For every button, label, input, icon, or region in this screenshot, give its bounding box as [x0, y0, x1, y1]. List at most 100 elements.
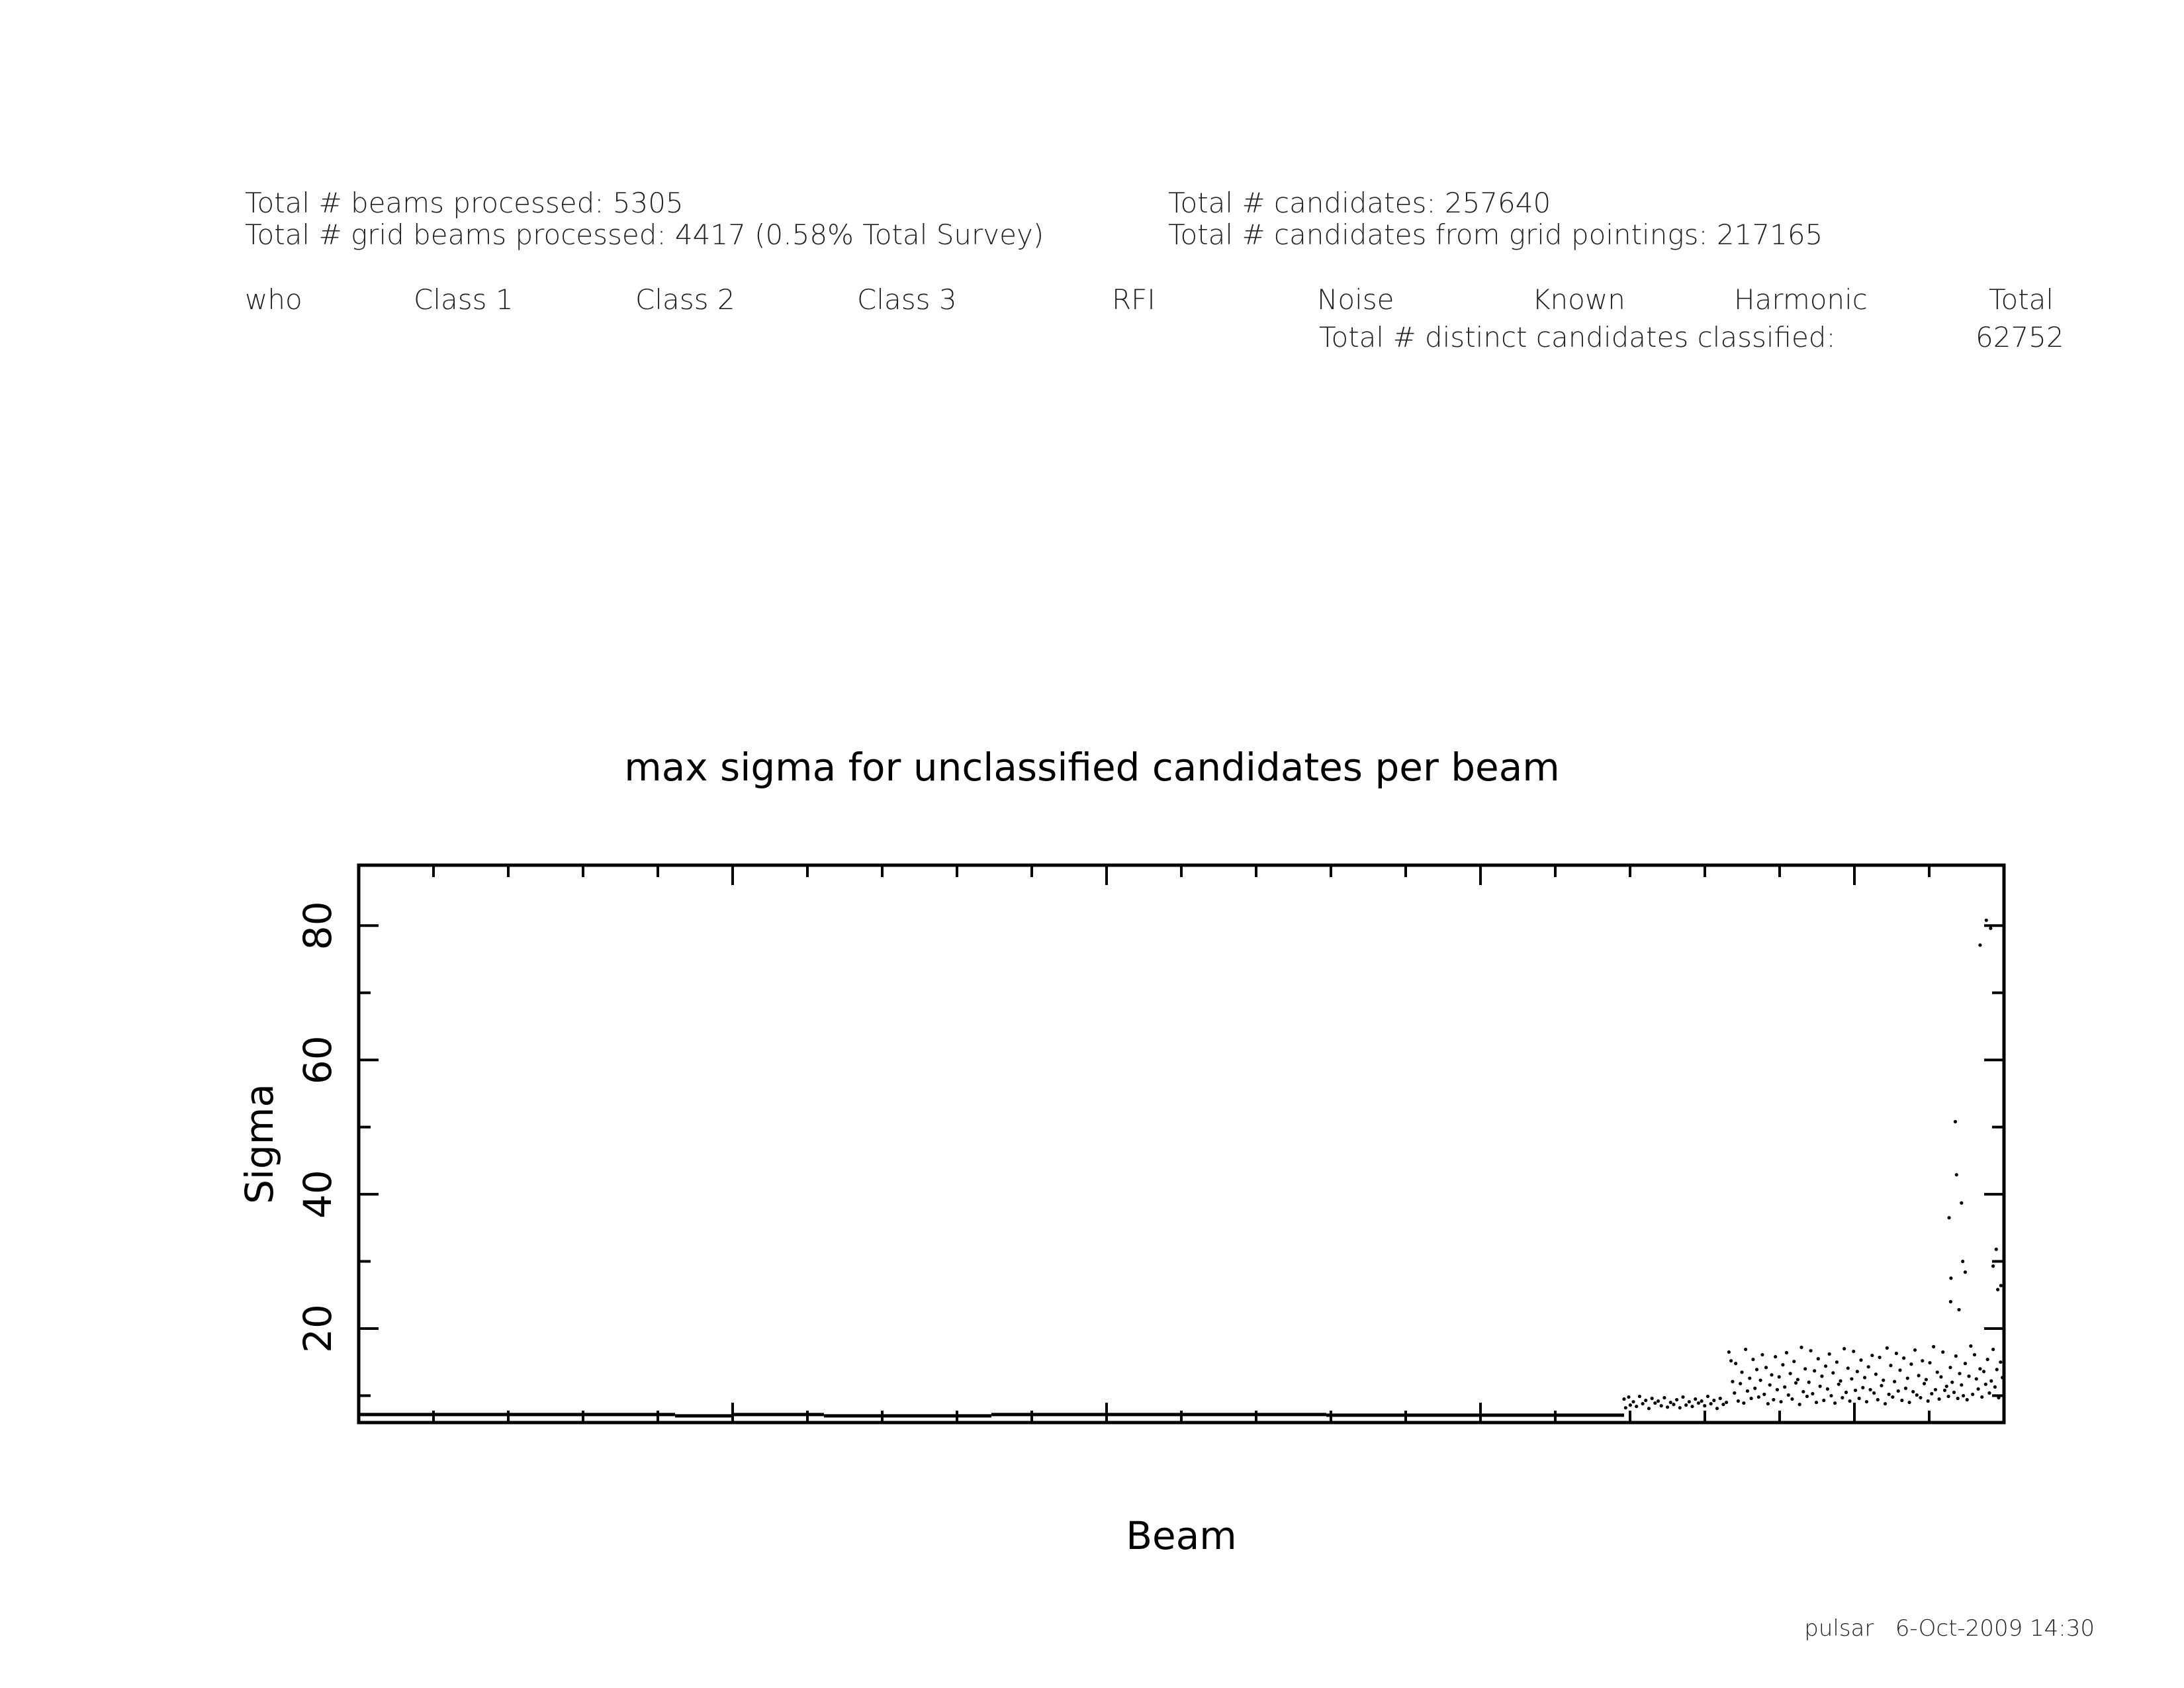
data-point: [1631, 1399, 1635, 1404]
data-point: [1928, 1361, 1932, 1365]
data-point: [1644, 1398, 1648, 1403]
data-point: [1994, 1247, 1998, 1251]
data-point: [1953, 1119, 1958, 1124]
data-point: [1772, 1397, 1776, 1402]
data-point: [1870, 1353, 1874, 1358]
col-total: Total: [1989, 283, 2054, 316]
data-point: [1954, 1354, 1958, 1358]
data-point: [1844, 1390, 1848, 1394]
footer-timestamp: pulsar 6-Oct-2009 14:30: [1804, 1615, 2095, 1642]
data-point: [1935, 1370, 1939, 1374]
y-tick-labels: 20 40 60 80: [295, 901, 340, 1352]
data-point: [1960, 1201, 1964, 1205]
data-point: [1941, 1350, 1945, 1354]
y-axis-label: Sigma: [237, 1084, 282, 1204]
data-point: [1814, 1400, 1819, 1405]
data-point: [1753, 1386, 1757, 1390]
data-point: [1839, 1379, 1843, 1383]
data-point: [1971, 1392, 1975, 1396]
data-point: [1770, 1373, 1774, 1377]
data-point: [1696, 1401, 1701, 1405]
data-point: [1882, 1378, 1886, 1382]
data-point: [1950, 1380, 1954, 1384]
data-point: [1846, 1366, 1850, 1370]
data-point: [1995, 1368, 1999, 1372]
data-point: [1748, 1376, 1752, 1380]
y-tick-label: 20: [295, 1304, 340, 1353]
data-point: [1721, 1403, 1725, 1407]
data-point: [1801, 1389, 1805, 1393]
data-point: [1715, 1407, 1719, 1411]
data-point: [1853, 1388, 1858, 1392]
data-point: [1742, 1401, 1746, 1405]
data-point: [1744, 1347, 1748, 1352]
data-point: [1665, 1405, 1670, 1409]
data-point: [1996, 1288, 2000, 1291]
data-point: [1905, 1376, 1909, 1380]
data-point: [1779, 1399, 1783, 1404]
data-point: [1961, 1259, 1965, 1264]
chart-title: max sigma for unclassified candidates pe…: [624, 745, 1560, 790]
data-point: [1942, 1388, 1947, 1392]
y-tick-label: 40: [295, 1170, 340, 1219]
data-point: [1659, 1404, 1663, 1408]
data-point: [1777, 1375, 1781, 1379]
data-point: [1956, 1396, 1960, 1401]
data-point: [1852, 1349, 1856, 1354]
data-point: [1835, 1360, 1839, 1364]
data-point: [1799, 1345, 1803, 1349]
data-point: [1891, 1395, 1895, 1399]
data-point: [1841, 1395, 1844, 1400]
data-point: [1672, 1403, 1676, 1407]
data-point: [1972, 1352, 1977, 1357]
data-point: [1731, 1380, 1735, 1383]
data-point: [1949, 1276, 1953, 1280]
data-point: [1980, 1395, 1984, 1399]
data-point: [1907, 1400, 1911, 1405]
data-point: [1861, 1385, 1865, 1389]
data-point: [1734, 1362, 1738, 1366]
data-point: [1758, 1378, 1762, 1382]
data-point: [1997, 1395, 2001, 1400]
grid-candidates-text: Total # candidates from grid pointings: …: [1168, 218, 1823, 251]
data-point: [1740, 1370, 1744, 1374]
col-rfi: RFI: [1112, 283, 1156, 316]
scatter-points: [1622, 918, 2005, 1411]
data-point: [1790, 1397, 1794, 1401]
data-point: [1978, 943, 1982, 947]
data-point: [1843, 1346, 1846, 1351]
data-point: [1775, 1387, 1780, 1391]
data-point: [1751, 1358, 1755, 1362]
data-point: [1976, 1387, 1980, 1391]
data-point: [1703, 1404, 1707, 1408]
data-point: [1749, 1396, 1753, 1401]
data-point: [1678, 1406, 1682, 1410]
data-point: [1855, 1370, 1859, 1374]
data-point: [1687, 1399, 1691, 1404]
data-point: [1627, 1395, 1631, 1399]
data-point: [1762, 1392, 1766, 1396]
data-point: [1807, 1380, 1811, 1384]
data-point: [1829, 1393, 1833, 1398]
data-point: [1718, 1396, 1722, 1401]
data-point: [1833, 1401, 1837, 1405]
data-point: [1684, 1403, 1688, 1407]
data-point: [1859, 1358, 1863, 1362]
data-point: [1774, 1354, 1778, 1359]
data-point: [1706, 1394, 1710, 1399]
data-point: [1892, 1380, 1897, 1383]
col-harmonic: Harmonic: [1734, 283, 1868, 316]
data-point: [1930, 1391, 1934, 1395]
data-point: [1917, 1374, 1921, 1378]
data-point: [1796, 1378, 1799, 1382]
data-point: [1866, 1365, 1870, 1369]
col-class-3: Class 3: [857, 283, 957, 316]
x-axis-label: Beam: [1126, 1513, 1237, 1558]
data-point: [1827, 1352, 1831, 1356]
data-point: [1993, 1385, 1997, 1389]
data-point: [1987, 1391, 1991, 1395]
data-point: [1784, 1350, 1789, 1355]
data-point: [1831, 1371, 1835, 1375]
data-point: [1898, 1368, 1902, 1372]
col-who: who: [245, 283, 302, 316]
